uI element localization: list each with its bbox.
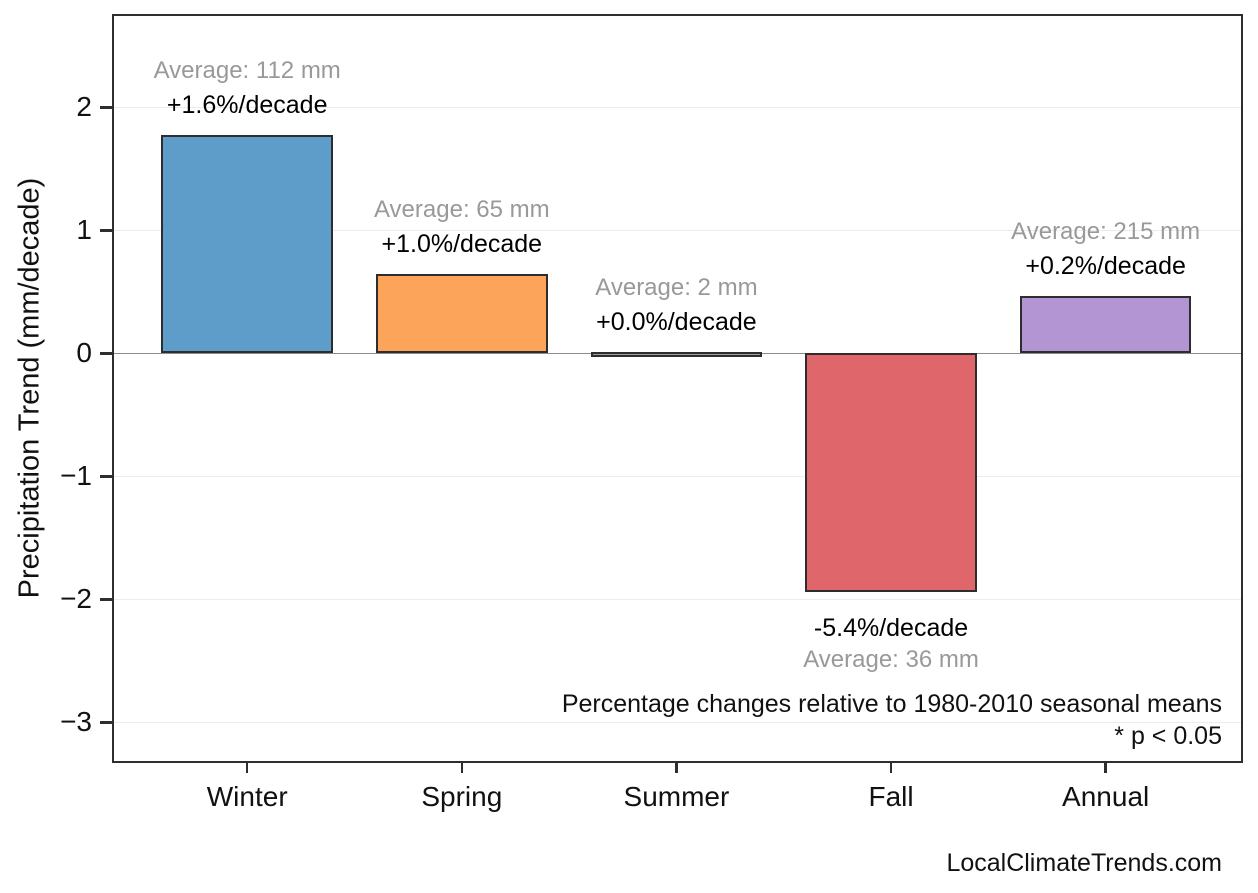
y-tick-label: 2	[76, 91, 92, 123]
bar-pct-label: +0.2%/decade	[1025, 251, 1186, 280]
x-axis-label-annual: Annual	[1062, 781, 1150, 812]
x-axis-label-spring: Spring	[421, 781, 503, 812]
bar-fall	[805, 353, 977, 593]
x-tick-mark	[889, 763, 893, 773]
gridline	[112, 721, 1243, 723]
x-tick-mark	[675, 763, 678, 773]
bar-annual	[1019, 295, 1192, 354]
bar-avg-label: Average: 36 mm	[803, 646, 979, 674]
x-tick-mark	[460, 763, 464, 773]
bar-avg-label: Average: 215 mm	[1011, 217, 1201, 245]
gridline	[112, 106, 1243, 108]
y-tick-mark	[100, 598, 112, 601]
bar-avg-label: Average: 2 mm	[595, 274, 758, 302]
bar-winter	[161, 134, 334, 354]
y-tick-mark	[100, 352, 112, 355]
y-tick-mark	[100, 106, 112, 109]
chart-note: Percentage changes relative to 1980-2010…	[561, 690, 1222, 718]
x-tick-mark	[245, 763, 249, 773]
bar-avg-label: Average: 112 mm	[153, 56, 341, 84]
bar-pct-label: +1.0%/decade	[381, 229, 543, 258]
gridline	[112, 598, 1243, 600]
y-tick-label: −2	[60, 583, 92, 615]
y-tick-label: 0	[76, 337, 92, 369]
gridline	[112, 475, 1243, 477]
x-axis-label-summer: Summer	[623, 781, 730, 812]
plot-area-border	[112, 14, 1243, 763]
bar-pct-label: +0.0%/decade	[596, 308, 757, 337]
y-tick-label: −3	[60, 706, 92, 738]
bar-summer	[590, 352, 763, 357]
bar-spring	[375, 273, 548, 354]
significance-note: * p < 0.05	[1114, 722, 1222, 750]
gridline	[112, 229, 1243, 231]
x-tick-mark	[1104, 763, 1107, 773]
y-tick-mark	[100, 475, 112, 478]
y-tick-label: 1	[76, 214, 92, 246]
watermark: LocalClimateTrends.com	[946, 849, 1222, 877]
x-axis-label-fall: Fall	[868, 781, 914, 812]
bar-pct-label: +1.6%/decade	[166, 90, 328, 119]
y-tick-label: −1	[60, 460, 92, 492]
bar-pct-label: -5.4%/decade	[813, 614, 969, 643]
y-tick-mark	[100, 229, 112, 232]
bar-avg-label: Average: 65 mm	[373, 195, 550, 223]
x-axis-label-winter: Winter	[206, 781, 288, 812]
y-tick-mark	[100, 721, 112, 724]
